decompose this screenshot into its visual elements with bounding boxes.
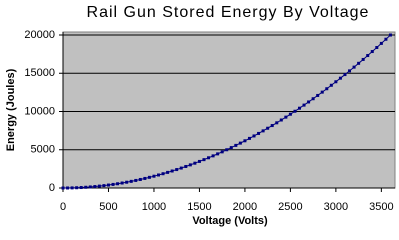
marker	[207, 156, 211, 160]
x-axis-title: Voltage (Volts)	[192, 215, 268, 227]
x-tick-label: 3000	[324, 201, 348, 213]
marker	[316, 93, 320, 97]
marker	[247, 136, 251, 140]
marker	[175, 168, 179, 172]
marker	[106, 183, 110, 187]
marker	[302, 103, 306, 107]
marker	[143, 176, 147, 180]
marker	[266, 126, 270, 130]
marker	[338, 76, 342, 80]
marker	[270, 124, 274, 128]
marker	[257, 131, 261, 135]
marker	[134, 178, 138, 182]
x-tick-label: 3500	[369, 201, 393, 213]
y-tick-label: 20000	[24, 29, 55, 41]
marker	[202, 158, 206, 162]
marker	[275, 121, 279, 125]
marker	[348, 69, 352, 73]
marker	[120, 181, 124, 185]
marker	[243, 139, 247, 143]
marker	[329, 83, 333, 87]
marker	[252, 134, 256, 138]
marker	[293, 109, 297, 113]
x-tick-label: 1000	[142, 201, 166, 213]
marker	[84, 185, 88, 189]
marker	[384, 37, 388, 41]
y-axis-title: Energy (Joules)	[5, 68, 17, 151]
y-tick-label: 0	[49, 182, 55, 194]
marker	[157, 173, 161, 177]
marker	[116, 182, 120, 186]
marker	[229, 146, 233, 150]
marker	[97, 184, 101, 188]
marker	[357, 61, 361, 65]
marker	[361, 57, 365, 61]
marker	[334, 80, 338, 84]
marker	[125, 180, 129, 184]
marker	[70, 186, 74, 190]
marker	[370, 50, 374, 54]
y-tick-label: 15000	[24, 67, 55, 79]
marker	[193, 161, 197, 165]
marker	[152, 174, 156, 178]
marker	[261, 129, 265, 133]
marker	[188, 163, 192, 167]
marker	[234, 143, 238, 147]
chart: Rail Gun Stored Energy By Voltage Voltag…	[5, 4, 396, 227]
marker	[66, 186, 70, 190]
marker	[279, 118, 283, 122]
y-tick-label: 10000	[24, 105, 55, 117]
marker	[375, 46, 379, 50]
marker	[211, 154, 215, 158]
marker	[388, 33, 392, 37]
marker	[220, 150, 224, 154]
marker	[129, 179, 133, 183]
marker	[311, 97, 315, 101]
marker	[161, 172, 165, 176]
marker	[320, 90, 324, 94]
x-tick-label: 500	[99, 201, 117, 213]
x-tick-label: 0	[60, 201, 66, 213]
marker	[307, 100, 311, 104]
marker	[216, 152, 220, 156]
marker	[366, 54, 370, 58]
y-tick-label: 5000	[31, 144, 55, 156]
marker	[352, 65, 356, 69]
marker	[102, 184, 106, 188]
marker	[343, 73, 347, 77]
x-tick-label: 1500	[187, 201, 211, 213]
x-tick-label: 2500	[278, 201, 302, 213]
marker	[288, 112, 292, 116]
marker	[93, 185, 97, 189]
marker	[79, 186, 83, 190]
marker	[147, 175, 151, 179]
marker	[179, 166, 183, 170]
marker	[75, 186, 79, 190]
x-tick-label: 2000	[233, 201, 257, 213]
marker	[284, 115, 288, 119]
marker	[111, 182, 115, 186]
marker	[61, 186, 65, 190]
marker	[88, 185, 92, 189]
marker	[166, 170, 170, 174]
marker	[379, 41, 383, 45]
marker	[238, 141, 242, 145]
marker	[197, 159, 201, 163]
plot-area	[62, 31, 396, 189]
marker	[325, 87, 329, 91]
marker	[184, 164, 188, 168]
marker	[225, 148, 229, 152]
marker	[170, 169, 174, 173]
marker	[138, 177, 142, 181]
chart-title: Rail Gun Stored Energy By Voltage	[87, 4, 370, 21]
marker	[297, 106, 301, 110]
